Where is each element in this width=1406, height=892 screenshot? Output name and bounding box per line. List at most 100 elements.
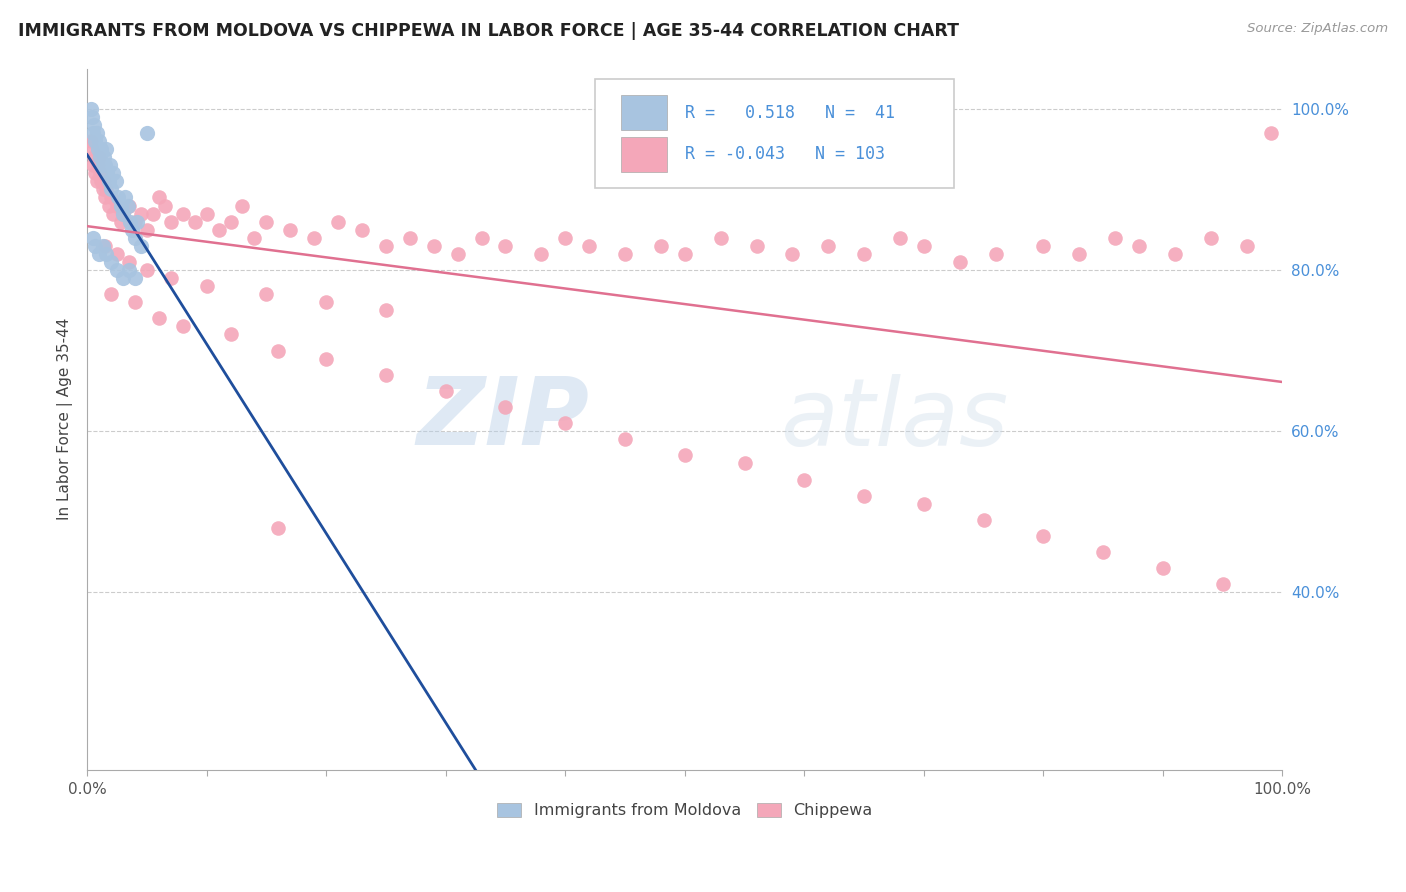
- Point: [793, 473, 815, 487]
- Legend: Immigrants from Moldova, Chippewa: Immigrants from Moldova, Chippewa: [491, 797, 879, 825]
- Point: [1104, 231, 1126, 245]
- Point: [114, 190, 136, 204]
- Point: [1199, 231, 1222, 245]
- Point: [82, 231, 104, 245]
- Point: [100, 182, 122, 196]
- Point: [135, 223, 157, 237]
- Point: [495, 239, 517, 253]
- Point: [90, 142, 112, 156]
- Text: atlas: atlas: [780, 374, 1008, 465]
- Point: [148, 311, 170, 326]
- Point: [350, 223, 373, 237]
- Point: [118, 198, 141, 212]
- Point: [1236, 239, 1258, 253]
- Point: [98, 158, 121, 172]
- Point: [87, 142, 110, 156]
- Point: [183, 214, 205, 228]
- Point: [578, 239, 600, 253]
- Point: [94, 239, 117, 253]
- Point: [117, 198, 139, 212]
- Point: [111, 206, 134, 220]
- Point: [1032, 529, 1054, 543]
- Point: [86, 126, 108, 140]
- Point: [82, 158, 104, 172]
- Point: [84, 134, 107, 148]
- Point: [1260, 126, 1282, 140]
- Point: [159, 271, 181, 285]
- Point: [104, 174, 127, 188]
- Point: [100, 255, 122, 269]
- Text: R = -0.043   N = 103: R = -0.043 N = 103: [685, 145, 884, 163]
- Point: [195, 279, 218, 293]
- Point: [129, 206, 152, 220]
- Point: [326, 214, 349, 228]
- Point: [984, 247, 1007, 261]
- Point: [1128, 239, 1150, 253]
- Point: [254, 214, 277, 228]
- Point: [111, 271, 134, 285]
- Point: [471, 231, 494, 245]
- Point: [93, 174, 115, 188]
- Point: [374, 239, 396, 253]
- Point: [315, 295, 337, 310]
- Point: [84, 239, 107, 253]
- Point: [148, 190, 170, 204]
- Point: [84, 166, 107, 180]
- Point: [912, 239, 935, 253]
- Text: R =   0.518   N =  41: R = 0.518 N = 41: [685, 103, 894, 121]
- Point: [614, 247, 637, 261]
- Point: [554, 231, 576, 245]
- Point: [949, 255, 972, 269]
- Point: [105, 263, 128, 277]
- Point: [94, 158, 117, 172]
- Point: [315, 351, 337, 366]
- Point: [889, 231, 911, 245]
- Point: [89, 166, 111, 180]
- Point: [107, 190, 129, 204]
- Point: [614, 432, 637, 446]
- Point: [219, 214, 242, 228]
- Point: [745, 239, 768, 253]
- Point: [446, 247, 468, 261]
- Point: [80, 110, 103, 124]
- Point: [97, 198, 120, 212]
- Point: [90, 174, 112, 188]
- Point: [91, 182, 114, 196]
- Point: [374, 368, 396, 382]
- Point: [91, 239, 114, 253]
- Point: [105, 198, 128, 212]
- Text: Source: ZipAtlas.com: Source: ZipAtlas.com: [1247, 22, 1388, 36]
- Point: [135, 126, 157, 140]
- Point: [87, 158, 110, 172]
- Point: [153, 198, 176, 212]
- Point: [79, 102, 101, 116]
- Bar: [621, 95, 666, 130]
- Point: [172, 206, 194, 220]
- FancyBboxPatch shape: [595, 79, 953, 187]
- Point: [278, 223, 301, 237]
- Point: [853, 247, 876, 261]
- Point: [267, 521, 290, 535]
- Point: [172, 319, 194, 334]
- Point: [495, 400, 517, 414]
- Y-axis label: In Labor Force | Age 35-44: In Labor Force | Age 35-44: [58, 318, 73, 520]
- Text: IMMIGRANTS FROM MOLDOVA VS CHIPPEWA IN LABOR FORCE | AGE 35-44 CORRELATION CHART: IMMIGRANTS FROM MOLDOVA VS CHIPPEWA IN L…: [18, 22, 959, 40]
- Point: [782, 247, 804, 261]
- Point: [87, 247, 110, 261]
- Point: [124, 295, 146, 310]
- Point: [530, 247, 553, 261]
- Point: [254, 287, 277, 301]
- Point: [105, 247, 128, 261]
- Point: [1212, 577, 1234, 591]
- Point: [86, 174, 108, 188]
- Point: [302, 231, 325, 245]
- Point: [80, 142, 103, 156]
- Point: [973, 513, 995, 527]
- Point: [118, 255, 141, 269]
- Point: [1032, 239, 1054, 253]
- Point: [103, 206, 125, 220]
- Point: [231, 198, 253, 212]
- Point: [243, 231, 266, 245]
- Point: [83, 118, 105, 132]
- Point: [710, 231, 733, 245]
